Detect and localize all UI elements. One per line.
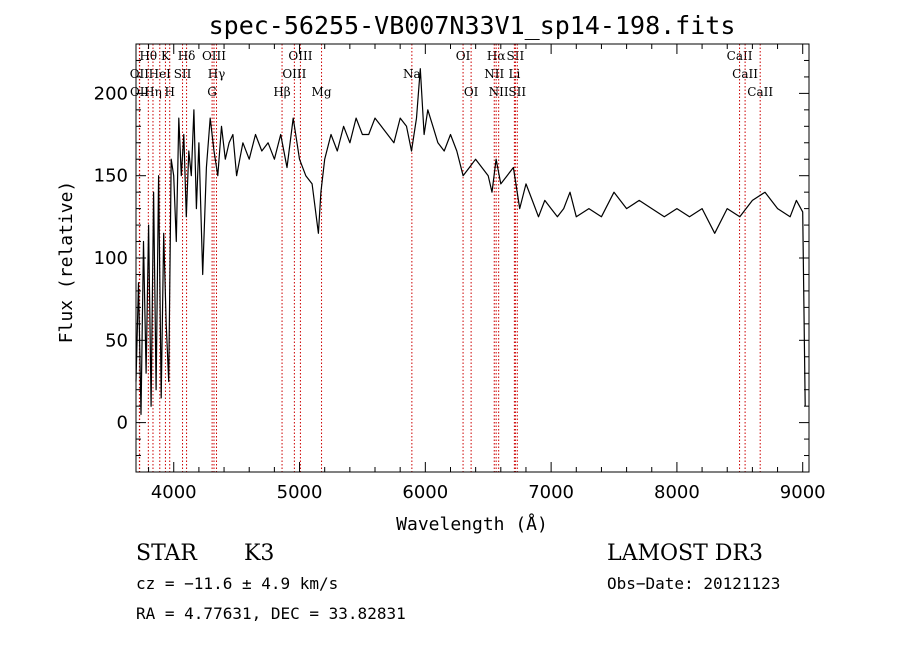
marker-label: OIII: [282, 67, 306, 81]
sky-coordinates: RA = 4.77631, DEC = 33.82831: [136, 604, 406, 623]
marker-label: NII: [489, 85, 509, 99]
marker-label: SII: [508, 85, 526, 99]
marker-label: G: [207, 85, 217, 99]
object-class: STAR: [136, 541, 197, 566]
marker-label: SII: [507, 49, 525, 63]
x-tick-label: 9000: [780, 482, 826, 503]
x-tick-label: 8000: [654, 482, 700, 503]
marker-label: OII: [130, 67, 150, 81]
marker-label: K: [161, 49, 171, 63]
y-tick-label: 50: [105, 330, 128, 351]
marker-label: Hη: [144, 85, 162, 99]
marker-label: Mg: [312, 85, 332, 99]
y-tick-label: 100: [94, 248, 128, 269]
marker-label: Li: [508, 67, 520, 81]
object-subclass: K3: [244, 541, 275, 566]
marker-label: SII: [174, 67, 192, 81]
marker-label: Hδ: [178, 49, 196, 63]
spectrum-series: [135, 68, 806, 415]
y-axis-label: Flux (relative): [56, 181, 77, 344]
chart-title: spec-56255-VB007N33V1_sp14-198.fits: [209, 11, 736, 40]
x-tick-label: 6000: [402, 482, 448, 503]
y-tick-label: 0: [117, 413, 128, 434]
marker-label: Hγ: [208, 67, 226, 81]
observation-date: Obs−Date: 20121123: [607, 574, 781, 593]
x-tick-label: 5000: [277, 482, 323, 503]
marker-label: NII: [484, 67, 504, 81]
spectrum-line: [135, 68, 806, 415]
y-tick-label: 150: [94, 166, 128, 187]
x-axis-label: Wavelength (Å): [396, 513, 548, 535]
marker-label: OI: [464, 85, 479, 99]
marker-label: Hθ: [139, 49, 157, 63]
marker-label: H: [164, 85, 174, 99]
marker-label: Hβ: [273, 85, 290, 99]
x-tick-label: 7000: [528, 482, 574, 503]
marker-label: HeI: [149, 67, 172, 81]
marker-label: OIII: [288, 49, 312, 63]
marker-label: Na: [403, 67, 421, 81]
marker-label: CaII: [727, 49, 753, 63]
y-tick-label: 200: [94, 83, 128, 104]
marker-label: CaII: [747, 85, 773, 99]
marker-label: OII: [130, 85, 150, 99]
x-tick-label: 4000: [151, 482, 197, 503]
marker-label: OIII: [202, 49, 226, 63]
marker-label: Hα: [487, 49, 506, 63]
marker-label: CaII: [732, 67, 758, 81]
survey-name: LAMOST DR3: [607, 541, 763, 566]
redshift-velocity: cz = −11.6 ± 4.9 km/s: [136, 574, 339, 593]
marker-label: OI: [456, 49, 471, 63]
plot-frame: [135, 43, 810, 473]
axis-ticks: 4000 5000 6000 7000 8000 9000 0 50 100 150 200: [94, 44, 826, 503]
